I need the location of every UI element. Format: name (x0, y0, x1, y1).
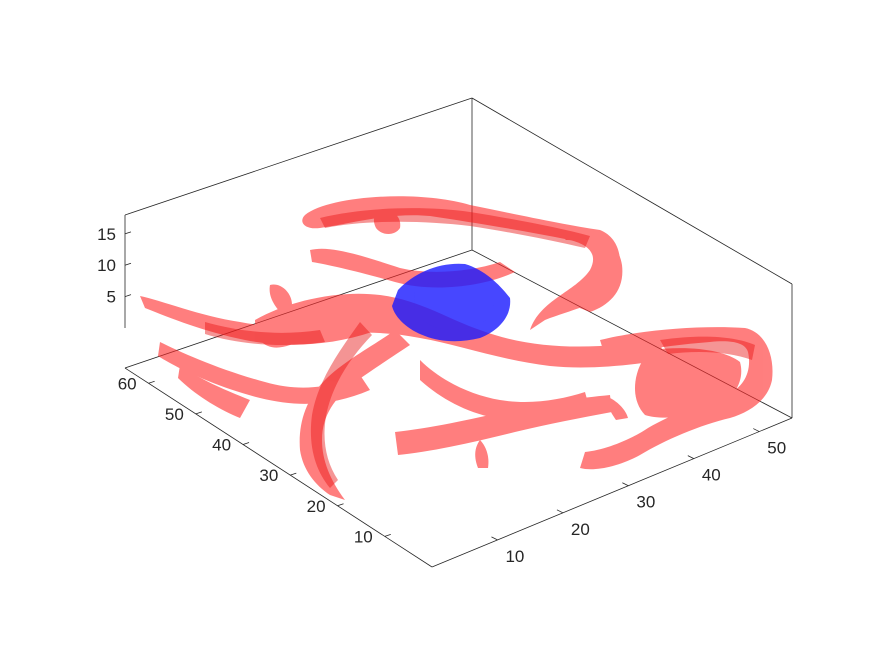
x-tick-10-label: 10 (505, 547, 524, 566)
vessel-shading (205, 208, 755, 488)
z-tick-10-label: 10 (97, 256, 116, 275)
y-tick-60-mark (148, 380, 155, 384)
x-tick-20-label: 20 (571, 520, 590, 539)
x-tick-50-label: 50 (767, 439, 786, 458)
z-axis-ticks: 5 10 15 (97, 225, 132, 307)
x-axis-ticks: 10 20 30 40 50 (491, 428, 786, 566)
y-tick-40-label: 40 (212, 436, 231, 455)
y-tick-60-label: 60 (118, 374, 137, 393)
x-tick-10-mark (491, 536, 498, 541)
y-tick-20-label: 20 (307, 497, 326, 516)
x-tick-40-label: 40 (702, 466, 721, 485)
y-tick-30-mark (290, 472, 297, 476)
y-tick-40-mark (242, 442, 250, 445)
x-tick-50-mark (753, 428, 760, 432)
y-tick-10-mark (384, 534, 391, 537)
x-tick-40-mark (687, 455, 694, 459)
core-surface (392, 263, 511, 342)
x-tick-20-mark (556, 509, 564, 514)
y-tick-30-label: 30 (259, 466, 278, 485)
z-tick-10-mark (124, 262, 132, 266)
z-tick-5-label: 5 (107, 288, 116, 307)
z-tick-5-mark (124, 294, 132, 297)
y-tick-20-mark (337, 503, 344, 507)
x-tick-30-mark (622, 482, 629, 487)
x-tick-30-label: 30 (636, 493, 655, 512)
y-tick-50-mark (195, 411, 202, 415)
y-axis-ticks: 10 20 30 40 50 60 (118, 374, 391, 546)
axes-box-front (124, 215, 793, 568)
y-tick-50-label: 50 (165, 405, 184, 424)
z-tick-15-mark (124, 231, 132, 235)
z-tick-15-label: 15 (97, 225, 116, 244)
y-tick-10-label: 10 (354, 527, 373, 546)
